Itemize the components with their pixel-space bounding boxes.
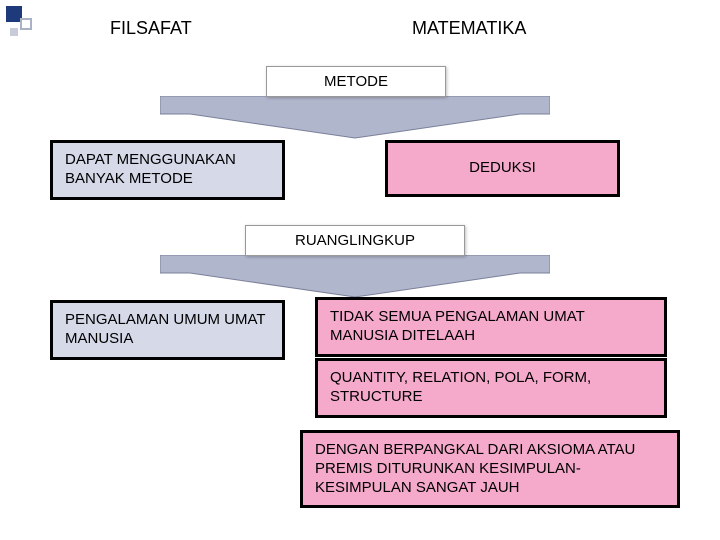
box-right-scope-3: DENGAN BERPANGKAL DARI AKSIOMA ATAU PREM… [300,430,680,508]
heading-matematika: MATEMATIKA [412,18,526,39]
box-left-metode: DAPAT MENGGUNAKAN BANYAK METODE [50,140,285,200]
label-metode: METODE [266,66,446,97]
corner-decoration [6,6,56,46]
box-right-scope-1: TIDAK SEMUA PENGALAMAN UMAT MANUSIA DITE… [315,297,667,357]
box-right-metode: DEDUKSI [385,140,620,197]
heading-filsafat: FILSAFAT [110,18,192,39]
arrow-block-2 [160,255,550,299]
label-ruanglingkup: RUANGLINGKUP [245,225,465,256]
box-left-scope: PENGALAMAN UMUM UMAT MANUSIA [50,300,285,360]
deco-square-outline [20,18,32,30]
arrow-block-1 [160,96,550,140]
box-right-scope-2: QUANTITY, RELATION, POLA, FORM, STRUCTUR… [315,358,667,418]
deco-square-light [10,28,18,36]
